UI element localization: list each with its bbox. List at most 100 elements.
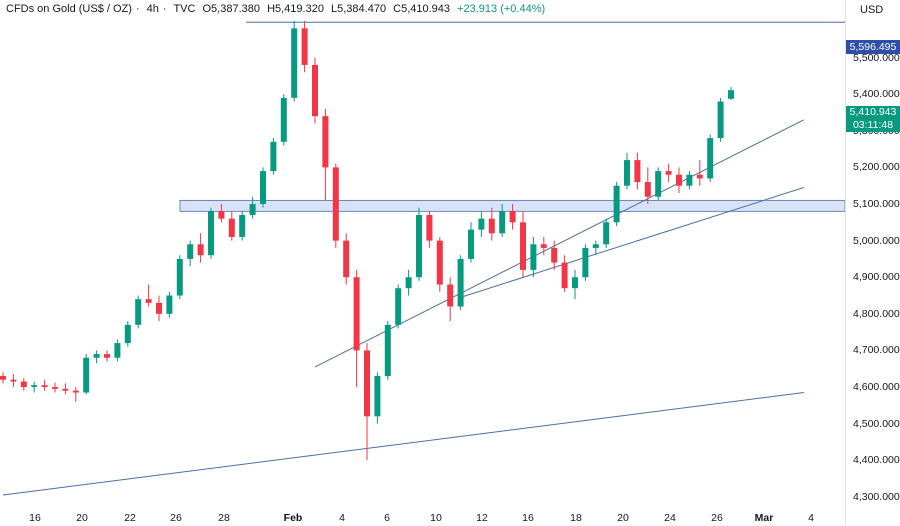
candle-body-55: [572, 277, 578, 289]
candle-body-65: [676, 174, 682, 186]
candle-body-64: [665, 171, 672, 175]
candle-body-63: [655, 171, 662, 197]
candle-body-36: [374, 376, 381, 417]
low-value: L5,384.470: [331, 3, 387, 15]
symbol-name[interactable]: CFDs on Gold (US$ / OZ): [6, 3, 132, 15]
candle-body-59: [613, 185, 620, 223]
price-chart[interactable]: [0, 0, 845, 526]
candle-body-13: [135, 299, 142, 325]
candle-body-9: [93, 354, 100, 358]
y-tick-label: 4,800.000: [853, 307, 900, 320]
candle-body-32: [332, 167, 339, 241]
candle-body-56: [582, 247, 589, 278]
high-value: H5,419.320: [267, 3, 324, 15]
x-tick-label: 4: [339, 512, 345, 524]
candle-body-66: [686, 174, 693, 186]
candle-body-49: [509, 211, 516, 223]
candle-body-48: [499, 211, 506, 234]
x-tick-label: 6: [384, 512, 390, 524]
x-tick-label: 20: [617, 512, 629, 524]
candle-body-57: [592, 244, 599, 248]
candle-body-38: [395, 288, 402, 325]
candle-body-5: [52, 387, 58, 389]
interval[interactable]: 4h: [146, 3, 159, 15]
currency-label[interactable]: USD: [860, 4, 884, 16]
candle-body-26: [270, 141, 277, 172]
y-tick-label: 5,100.000: [853, 198, 900, 210]
candle-body-33: [343, 240, 350, 278]
candle-body-68: [707, 138, 714, 179]
candle-body-39: [405, 277, 412, 289]
candle-body-34: [353, 277, 360, 351]
y-tick-label: 5,200.000: [853, 161, 900, 174]
candle-body-19: [197, 244, 204, 256]
x-tick-label: 4: [808, 512, 814, 524]
candle-body-58: [603, 222, 610, 245]
candle-body-43: [447, 284, 454, 307]
last-price-badge: 5,410.943 03:11:48: [846, 106, 900, 132]
candle-body-22: [228, 218, 235, 237]
candle-body-17: [176, 258, 183, 296]
trendline-1: [2, 392, 804, 496]
candle-body-62: [644, 182, 651, 197]
x-tick-label: 26: [711, 512, 723, 524]
x-tick-label: 12: [476, 512, 488, 524]
candle-body-67: [696, 174, 703, 179]
candle-body-20: [208, 211, 214, 256]
y-tick-label: 5,000.000: [853, 234, 900, 247]
trendline-2: [314, 119, 805, 368]
candle-body-60: [624, 160, 630, 186]
y-tick-label: 4,600.000: [853, 381, 900, 394]
y-tick-label: 4,400.000: [853, 454, 900, 467]
candle-body-41: [426, 214, 433, 241]
y-tick-label: 5,500.000: [853, 51, 900, 64]
candle-body-31: [322, 116, 329, 168]
open-value: O5,387.380: [202, 3, 261, 15]
candle-body-21: [218, 211, 225, 219]
x-tick-label: Mar: [754, 512, 774, 524]
candle-body-7: [72, 390, 79, 393]
candle-body-16: [166, 295, 173, 314]
x-tick-label: 10: [430, 512, 442, 524]
x-tick-label: 16: [29, 512, 41, 524]
price-axis-divider: [845, 0, 846, 526]
y-tick-label: 4,900.000: [853, 271, 900, 284]
x-tick-label: Feb: [283, 512, 303, 524]
candle-body-15: [156, 302, 162, 314]
candle-body-8: [83, 357, 90, 393]
candle-body-29: [301, 28, 308, 65]
candle-body-28: [291, 28, 298, 98]
x-tick-label: 24: [664, 512, 676, 524]
candle-body-24: [249, 204, 256, 215]
candle-body-10: [104, 354, 110, 358]
candle-body-47: [488, 218, 495, 234]
candle-body-2: [20, 381, 27, 388]
candle-body-6: [62, 388, 69, 391]
candle-body-11: [114, 343, 121, 358]
candle-body-51: [530, 244, 537, 270]
x-tick-label: 18: [570, 512, 582, 524]
x-tick-label: 20: [76, 512, 88, 524]
x-tick-label: 28: [218, 512, 230, 524]
candle-body-53: [551, 247, 558, 263]
trendline-3: [460, 187, 804, 298]
resistance-price-badge: 5,596.495: [846, 40, 900, 54]
ohlc-header: CFDs on Gold (US$ / OZ) · 4h · TVC O5,387.…: [6, 3, 546, 15]
x-tick-label: 26: [170, 512, 182, 524]
candle-body-23: [239, 214, 246, 237]
y-tick-label: 4,300.000: [853, 490, 900, 503]
y-tick-label: 5,400.000: [853, 88, 900, 101]
y-tick-label: 4,700.000: [853, 344, 900, 357]
candle-body-50: [520, 222, 526, 270]
data-source: TVC: [173, 3, 196, 15]
bar-countdown: 03:11:48: [852, 119, 894, 131]
x-tick-label: 22: [124, 512, 136, 524]
candle-body-46: [478, 218, 485, 230]
candle-body-3: [31, 385, 38, 388]
candle-body-44: [457, 258, 464, 307]
last-price: 5,410.943: [849, 106, 897, 118]
candle-body-61: [634, 160, 641, 183]
candle-body-35: [364, 350, 370, 417]
x-tick-label: 16: [522, 512, 534, 524]
candle-body-18: [187, 244, 194, 259]
